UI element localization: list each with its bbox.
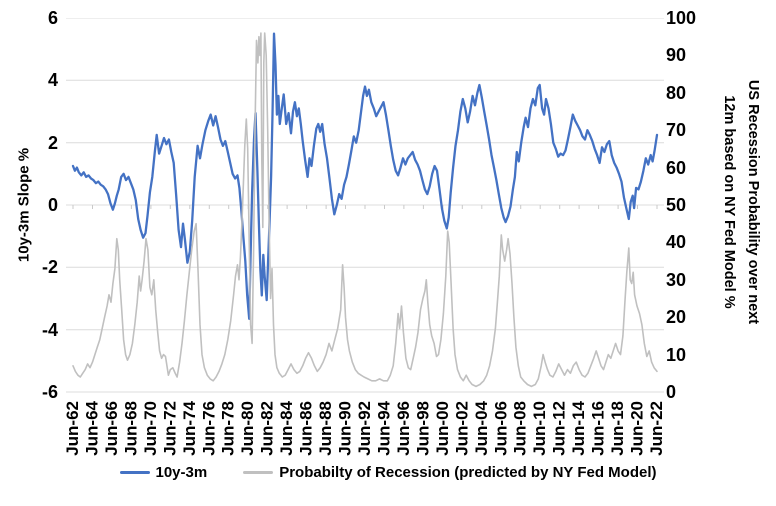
x-axis-tick-label: Jun-04	[472, 400, 491, 455]
left-axis-tick-label: 2	[47, 132, 58, 153]
x-axis-tick-label: Jun-64	[83, 400, 102, 455]
series-line-recession-probability	[72, 32, 658, 388]
x-axis-tick-label: Jun-16	[589, 401, 608, 456]
right-axis-tick-label: 100	[666, 8, 697, 28]
x-axis-tick-label: Jun-92	[355, 401, 374, 456]
x-axis-tick-label: Jun-84	[277, 400, 296, 455]
right-axis-title-line-1: US Recession Probability over next	[745, 79, 761, 325]
legend-label: Probabilty of Recession (predicted by NY…	[279, 464, 657, 481]
right-axis-tick-label: 80	[666, 82, 687, 103]
x-axis-tick-label: Jun-72	[160, 401, 179, 456]
x-axis-tick-label: Jun-76	[199, 401, 218, 456]
x-axis-tick-label: Jun-68	[121, 401, 140, 456]
x-axis-tick-label: Jun-66	[102, 401, 121, 456]
x-axis-tick-label: Jun-12	[550, 401, 569, 456]
x-axis-tick-label: Jun-96	[394, 401, 413, 456]
legend: 10y-3m Probabilty of Recession (predicte…	[0, 464, 776, 481]
x-axis-tick-label: Jun-00	[433, 401, 452, 456]
x-axis-tick-label: Jun-98	[413, 401, 432, 456]
x-axis-tick-label: Jun-02	[452, 401, 471, 456]
right-axis-tick-label: 70	[666, 120, 687, 141]
chart-plot-area: Jun-62 Jun-64 Jun-66 Jun-68 Jun-70 Jun-72 Jun-…	[66, 18, 664, 456]
x-axis-tick-label: Jun-74	[180, 400, 199, 455]
x-axis-tick-label: Jun-86	[297, 401, 316, 456]
x-axis-tick-label: Jun-94	[375, 400, 394, 455]
left-axis-tick-label: -6	[41, 382, 58, 402]
left-axis-tick-label: -4	[41, 319, 58, 340]
x-axis-tick-label: Jun-22	[647, 401, 664, 456]
x-axis-tick-label: Jun-20	[628, 401, 647, 456]
right-axis-tick-label: 30	[666, 269, 687, 290]
legend-line-sample-blue	[119, 471, 150, 474]
x-axis-tick-label: Jun-70	[141, 401, 160, 456]
right-axis-tick-label: 40	[666, 232, 687, 253]
x-axis-tick-label: Jun-14	[569, 400, 588, 455]
right-axis-tick-label: 20	[666, 307, 687, 328]
x-axis-tick-label: Jun-08	[511, 401, 530, 456]
legend-label: 10y-3m	[155, 464, 208, 481]
left-axis-tick-label: -2	[41, 257, 58, 278]
series-line-10y-3m	[71, 32, 659, 320]
right-axis-tick-label: 0	[666, 382, 677, 402]
x-axis-tick-label: Jun-10	[530, 401, 549, 456]
x-axis-tick-label: Jun-88	[316, 401, 335, 456]
legend-item-10y-3m[interactable]: 10y-3m	[119, 464, 208, 481]
right-axis-tick-label: 90	[666, 45, 687, 66]
left-axis-tick-label: 0	[47, 195, 58, 215]
left-axis-tick-label: 6	[47, 8, 58, 28]
legend-item-recession-probability[interactable]: Probabilty of Recession (predicted by NY…	[243, 464, 657, 481]
legend-line-sample-gray	[243, 471, 274, 474]
x-axis-tick-label: Jun-06	[491, 401, 510, 456]
x-axis-tick-label: Jun-62	[66, 401, 82, 456]
right-axis-title: US Recession Probability over next 12m b…	[717, 80, 765, 324]
right-axis-tick-label: 10	[666, 344, 687, 365]
right-axis-tick-label: 60	[666, 157, 687, 178]
right-axis-tick-label: 50	[666, 195, 687, 215]
x-axis-tick-label: Jun-80	[238, 401, 257, 456]
x-axis-tick-label: Jun-82	[258, 401, 277, 456]
x-axis-tick-label: Jun-78	[219, 401, 238, 456]
right-axis-title-line-2: 12m based on NY Fed Model %	[721, 95, 737, 309]
x-axis-tick-label: Jun-18	[608, 401, 627, 456]
left-axis-tick-label: 4	[47, 70, 58, 91]
x-axis-tick-label: Jun-90	[336, 401, 355, 456]
